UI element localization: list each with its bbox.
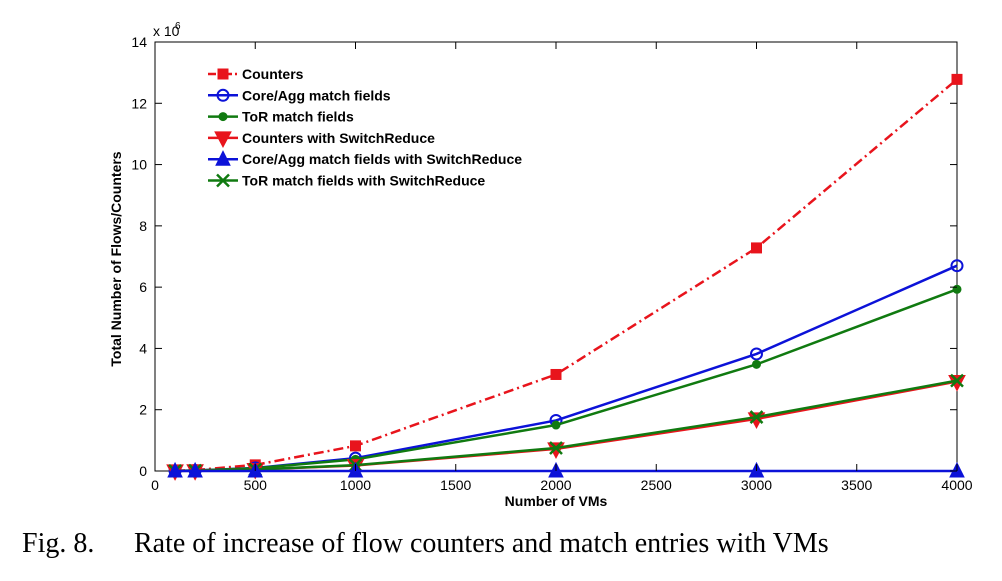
data-point <box>550 368 562 380</box>
legend-item: Counters <box>208 66 304 82</box>
data-point <box>350 440 361 452</box>
x-axis-title: Number of VMs <box>505 493 608 509</box>
y-tick-label: 12 <box>131 95 147 111</box>
plot-area <box>154 41 958 472</box>
x-tick-label: 4000 <box>941 477 972 493</box>
y-tick-label: 2 <box>139 402 147 418</box>
line-chart: x 10 6 Number of VMs Total Number of Flo… <box>108 21 973 509</box>
data-point <box>950 373 964 388</box>
legend-label: Counters <box>242 66 304 82</box>
x-tick-label: 2000 <box>540 477 571 493</box>
y-multiplier-base: x 10 <box>153 23 180 39</box>
data-point <box>749 410 764 424</box>
y-tick-label: 10 <box>131 157 147 173</box>
legend-label: ToR match fields <box>242 109 354 125</box>
y-axis-title: Total Number of Flows/Counters <box>108 151 124 366</box>
legend-item: ToR match fields with SwitchReduce <box>208 173 485 189</box>
x-tick-label: 3500 <box>841 477 872 493</box>
figure-caption: Fig. 8. Rate of increase of flow counters… <box>22 528 829 560</box>
data-point <box>549 441 563 455</box>
caption-text: Rate of increase of flow counters and ma… <box>134 528 829 559</box>
data-point <box>952 284 962 294</box>
data-point <box>750 347 763 361</box>
legend-label: ToR match fields with SwitchReduce <box>242 173 485 189</box>
x-tick-label: 0 <box>151 477 159 493</box>
data-point <box>167 461 183 478</box>
legend-item: ToR match fields <box>208 109 354 125</box>
figure-number: Fig. 8. <box>22 528 95 559</box>
y-tick-label: 8 <box>139 218 147 234</box>
legend-marker <box>217 68 229 80</box>
legend-marker <box>218 112 228 122</box>
legend-marker <box>215 150 231 166</box>
data-point <box>187 461 203 478</box>
x-tick-label: 3000 <box>741 477 772 493</box>
legend-item: Counters with SwitchReduce <box>208 130 435 148</box>
x-tick-label: 2500 <box>641 477 672 493</box>
legend-label: Core/Agg match fields with SwitchReduce <box>242 151 522 167</box>
y-tick-label: 4 <box>139 340 147 356</box>
legend-label: Core/Agg match fields <box>242 87 391 103</box>
legend-marker <box>216 173 230 188</box>
data-point <box>752 359 761 369</box>
y-tick-label: 0 <box>139 463 147 479</box>
y-multiplier-exponent: 6 <box>175 21 181 32</box>
legend-item: Core/Agg match fields <box>208 87 391 103</box>
y-axis-multiplier: x 10 6 <box>153 21 181 39</box>
x-tick-label: 1500 <box>440 477 471 493</box>
legend-marker <box>214 131 232 148</box>
data-point <box>751 242 762 254</box>
y-tick-label: 6 <box>139 279 147 295</box>
y-tick-label: 14 <box>131 34 147 50</box>
data-point <box>951 73 963 85</box>
data-point <box>551 420 561 430</box>
legend: Counters Core/Agg match fields ToR match f… <box>208 66 522 189</box>
legend-label: Counters with SwitchReduce <box>242 130 435 146</box>
x-tick-label: 500 <box>244 477 268 493</box>
legend-marker <box>216 88 230 102</box>
x-tick-label: 1000 <box>340 477 371 493</box>
legend-item: Core/Agg match fields with SwitchReduce <box>208 150 522 167</box>
data-point <box>950 259 964 273</box>
